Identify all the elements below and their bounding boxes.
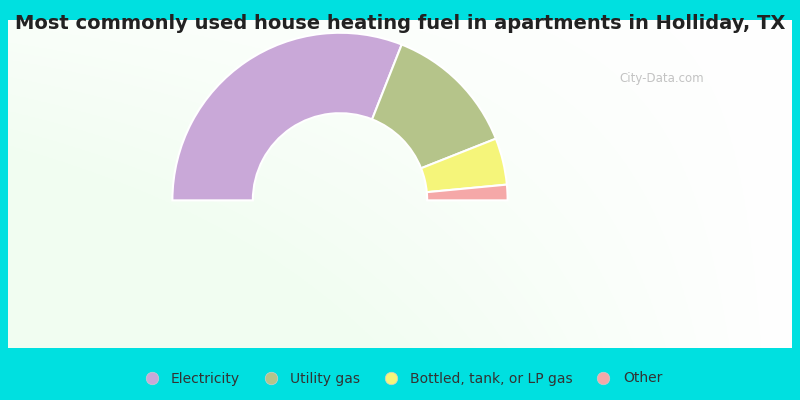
Wedge shape [172, 33, 402, 200]
Wedge shape [421, 139, 507, 192]
Text: Most commonly used house heating fuel in apartments in Holliday, TX: Most commonly used house heating fuel in… [15, 14, 785, 33]
Wedge shape [372, 44, 496, 168]
Wedge shape [426, 185, 508, 200]
Text: City-Data.com: City-Data.com [619, 72, 704, 85]
Legend: Electricity, Utility gas, Bottled, tank, or LP gas, Other: Electricity, Utility gas, Bottled, tank,… [132, 366, 668, 391]
